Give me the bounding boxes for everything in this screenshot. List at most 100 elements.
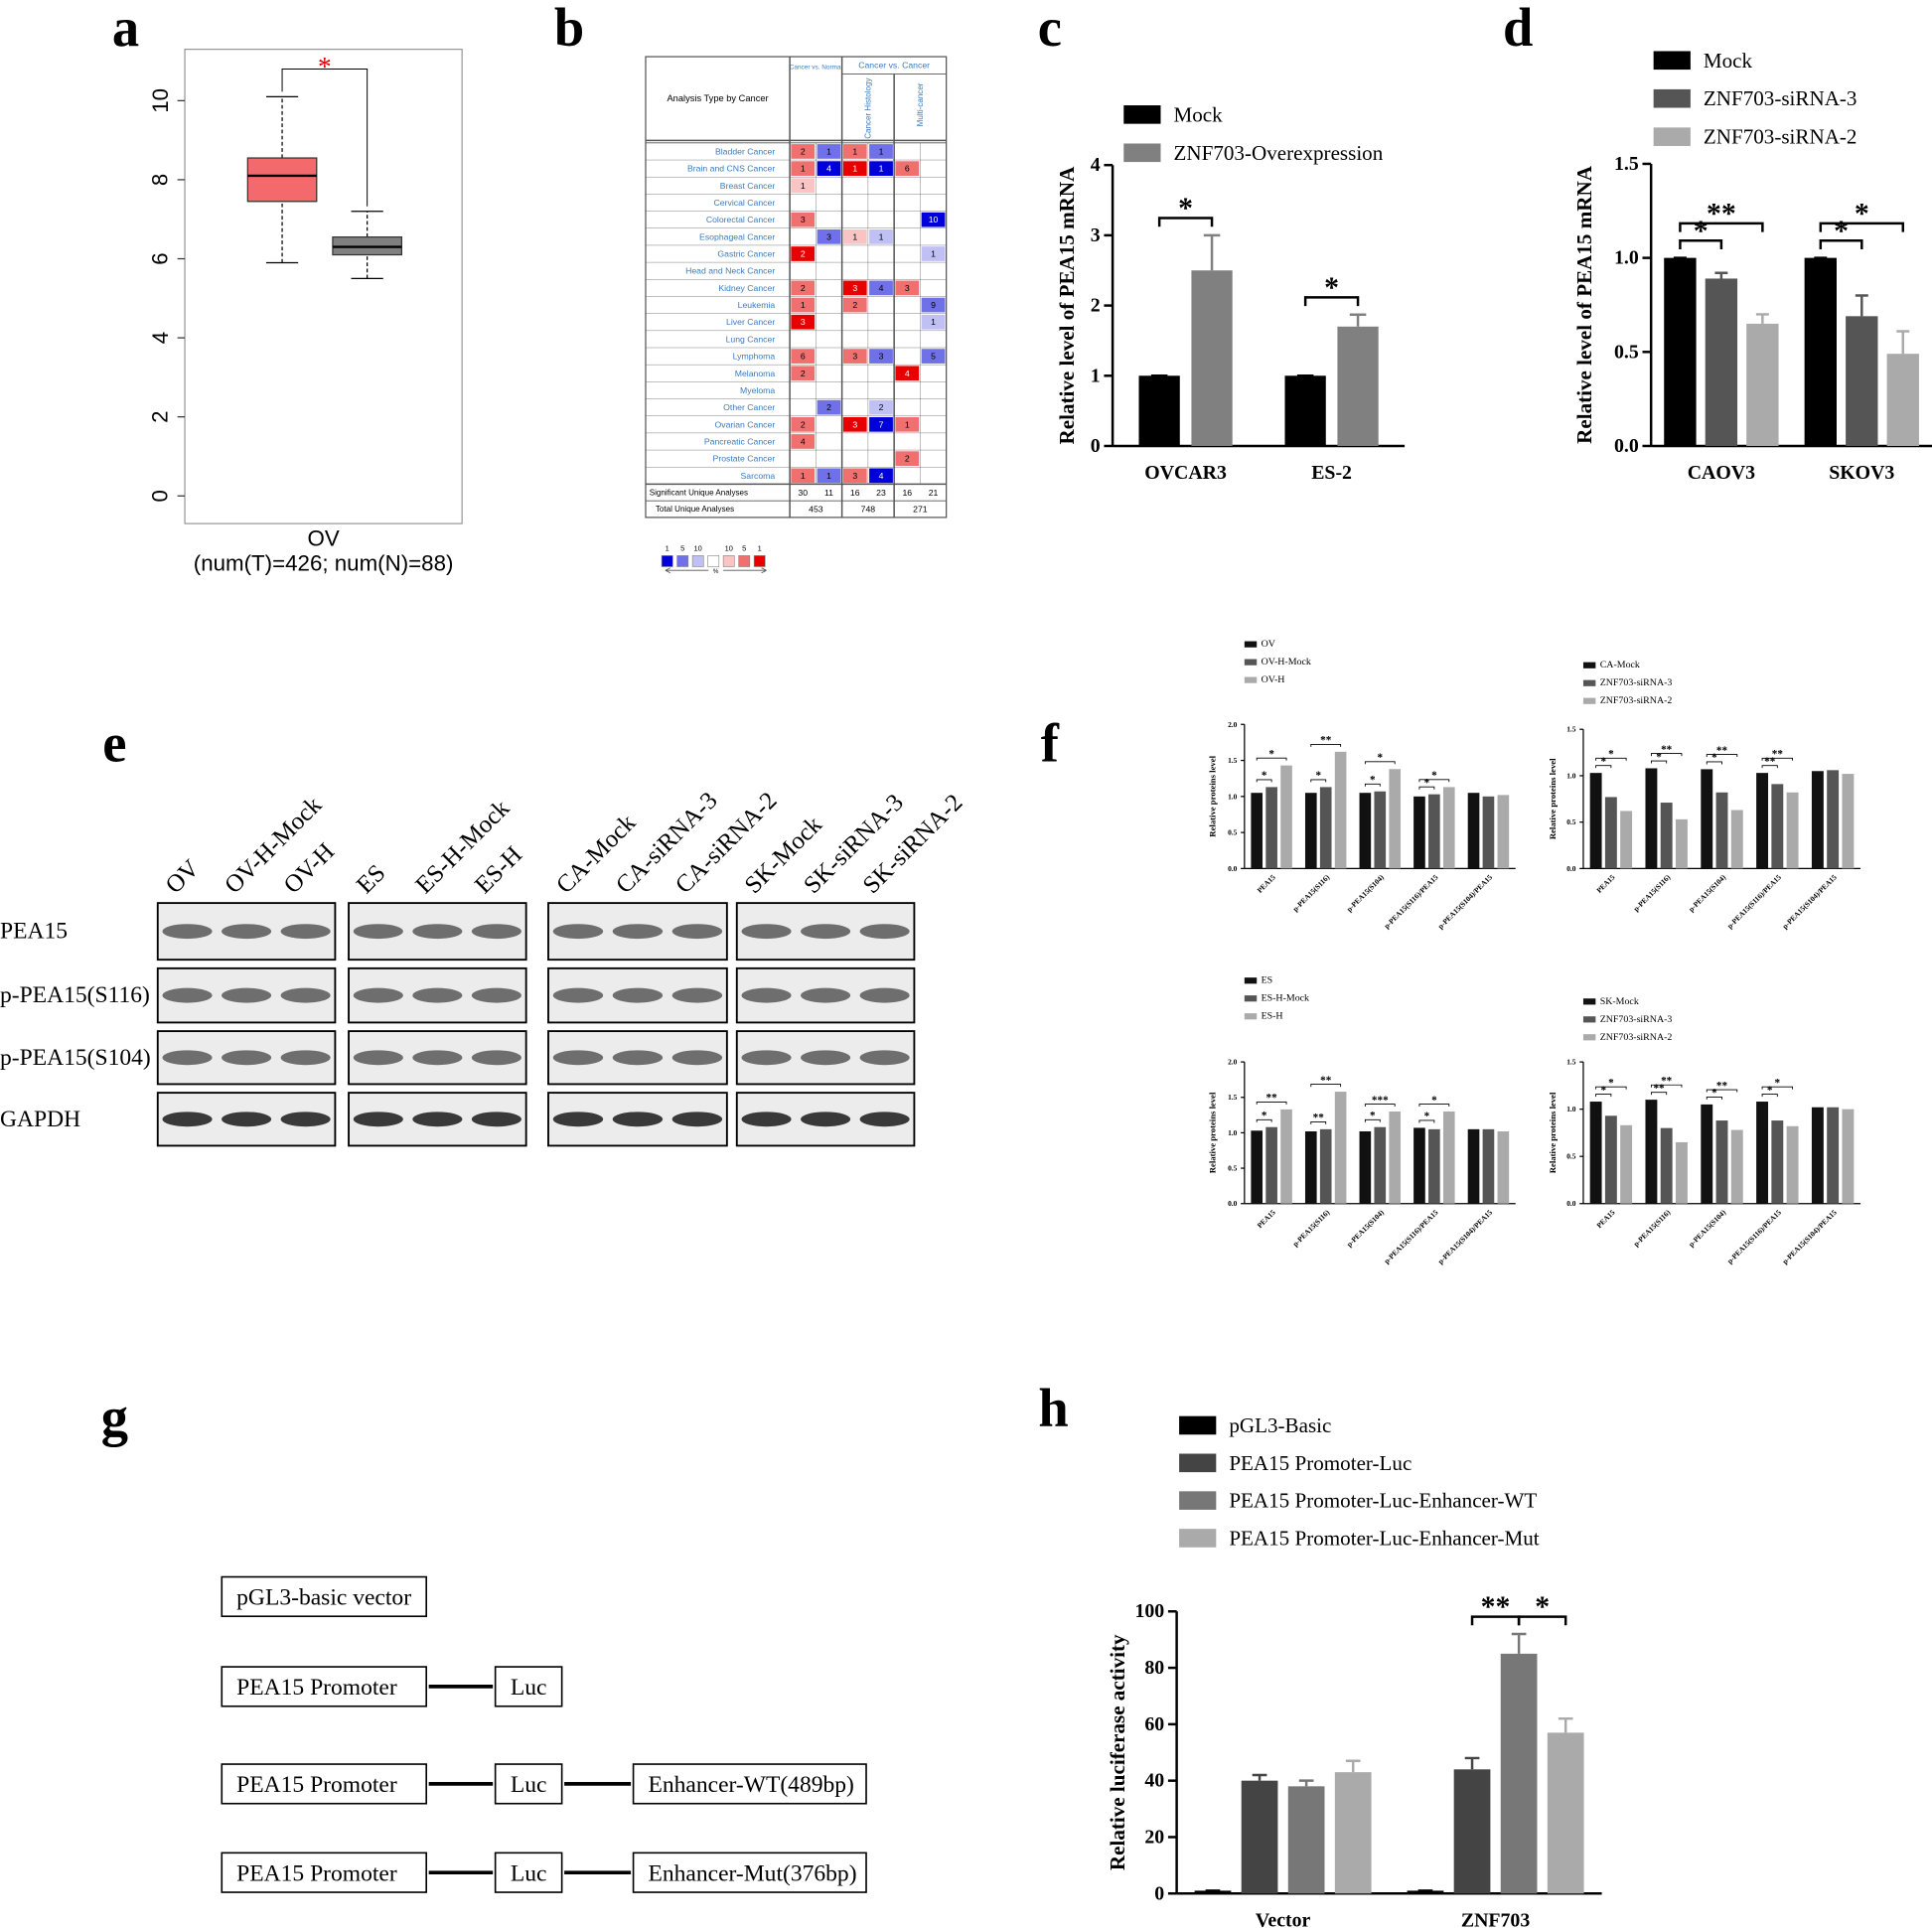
cancer-name: Head and Neck Cancer [685, 266, 775, 276]
significance: * [1600, 756, 1606, 768]
bar [1786, 1125, 1799, 1204]
blot-band [412, 924, 463, 940]
bar [1319, 1128, 1332, 1204]
blot-band [671, 1050, 723, 1066]
heat-cell [817, 468, 841, 484]
significance: ** [1320, 735, 1332, 747]
blot-band [552, 924, 604, 940]
error-bar [1345, 1759, 1361, 1773]
legend-swatch [661, 555, 673, 567]
footer-label: Significant Unique Analyses [650, 488, 748, 497]
heat-cell [817, 228, 841, 244]
legend-swatch [1582, 679, 1596, 686]
significance-bracket [1650, 760, 1668, 764]
heat-cell-value: 2 [879, 402, 884, 412]
heat-cell-value: 3 [852, 471, 857, 481]
y-axis-label: Relative proteins level [1208, 755, 1218, 836]
y-tick-label: 0.0 [1228, 1199, 1238, 1208]
significance: ** [1716, 745, 1728, 757]
legend-swatch [1582, 1016, 1596, 1023]
plot-frame [184, 48, 463, 524]
construct-label: Enhancer-WT(489bp) [648, 1772, 853, 1798]
significance: * [1600, 1085, 1606, 1097]
heat-cell [842, 280, 867, 296]
legend-swatch [676, 555, 689, 567]
construct-label: PEA15 Promoter [236, 1675, 397, 1701]
y-axis-label: Relative level of PEA15 mRNA [1572, 165, 1596, 444]
heat-cell-value: 2 [852, 300, 857, 310]
blot-band [552, 1050, 604, 1066]
bar [1746, 323, 1779, 446]
x-tick-label: ES-2 [1311, 462, 1352, 484]
y-tick-label: 20 [1144, 1826, 1164, 1848]
heat-cell [869, 144, 893, 159]
significance-bracket [1679, 239, 1723, 249]
heat-cell [842, 416, 867, 432]
legend-label: SK-Mock [1600, 996, 1639, 1007]
panel-label: h [1038, 1378, 1068, 1438]
legend-label: 1 [758, 543, 762, 552]
blot-band [471, 987, 521, 1003]
legend-label: ZNF703-siRNA-3 [1600, 677, 1673, 688]
y-tick-label: 2 [148, 410, 173, 422]
heat-cell [817, 144, 841, 159]
blot-band [412, 1050, 463, 1066]
heat-cell-value: 2 [801, 146, 806, 156]
significance-bracket [1706, 1097, 1722, 1100]
heat-cell [817, 161, 841, 176]
legend-label: ZNF703-siRNA-2 [1704, 125, 1858, 149]
heat-cell [869, 349, 893, 364]
bar [1265, 787, 1277, 869]
construct-label: Luc [511, 1772, 547, 1798]
heat-cell-value: 1 [801, 300, 806, 310]
blot-band [222, 1050, 272, 1066]
y-tick-label: 0.0 [1566, 864, 1576, 873]
bar [1675, 818, 1688, 869]
y-tick-label: 1.5 [1228, 1093, 1238, 1102]
significance-bracket [1761, 765, 1778, 769]
blot-band [353, 924, 403, 940]
legend-label: PEA15 Promoter-Luc [1229, 1451, 1412, 1475]
heat-cell-value: 1 [801, 181, 806, 191]
cancer-name: Other Cancer [723, 402, 775, 412]
footer-value: 30 [798, 488, 808, 498]
legend-swatch [1653, 127, 1691, 146]
heat-cell [921, 297, 946, 313]
legend-swatch [1582, 998, 1596, 1005]
significance-bracket [1650, 753, 1683, 757]
blot-band [612, 924, 664, 940]
significance: * [1178, 192, 1193, 224]
heat-cell-value: 9 [931, 300, 936, 310]
heat-cell [895, 416, 920, 432]
heat-cell [842, 349, 867, 364]
x-tick-label: OVCAR3 [1144, 462, 1227, 484]
cancer-name: Pancreatic Cancer [704, 436, 775, 446]
significance: * [1608, 1077, 1614, 1089]
significance-bracket [1310, 743, 1342, 747]
cancer-name: Breast Cancer [720, 181, 776, 191]
heat-cell-value: 2 [801, 419, 806, 429]
heat-cell [921, 349, 946, 364]
legend-label: ES-H-Mock [1262, 993, 1309, 1004]
legend-label: pGL3-Basic [1229, 1413, 1331, 1437]
heat-cell-value: 4 [801, 436, 806, 446]
bar [1842, 1109, 1855, 1204]
y-tick-label: 4 [148, 332, 173, 344]
heat-cell-value: 1 [852, 231, 857, 241]
bar [1337, 326, 1379, 446]
x-tick-label: Vector [1256, 1910, 1311, 1928]
panel-label: g [101, 1387, 128, 1447]
significance: ** [1266, 1093, 1278, 1105]
y-tick-label: 0 [148, 490, 173, 502]
bar [1241, 1780, 1278, 1894]
y-tick-label: 2.0 [1228, 720, 1238, 729]
heat-cell [869, 161, 893, 176]
bar [1811, 771, 1824, 869]
x-tick-label: CAOV3 [1688, 462, 1755, 484]
legend-label: ES-H [1262, 1011, 1283, 1022]
heat-cell-value: 3 [826, 231, 831, 241]
bar [1675, 1141, 1688, 1204]
blot-band [671, 987, 723, 1003]
significance-bracket [1650, 1092, 1668, 1096]
